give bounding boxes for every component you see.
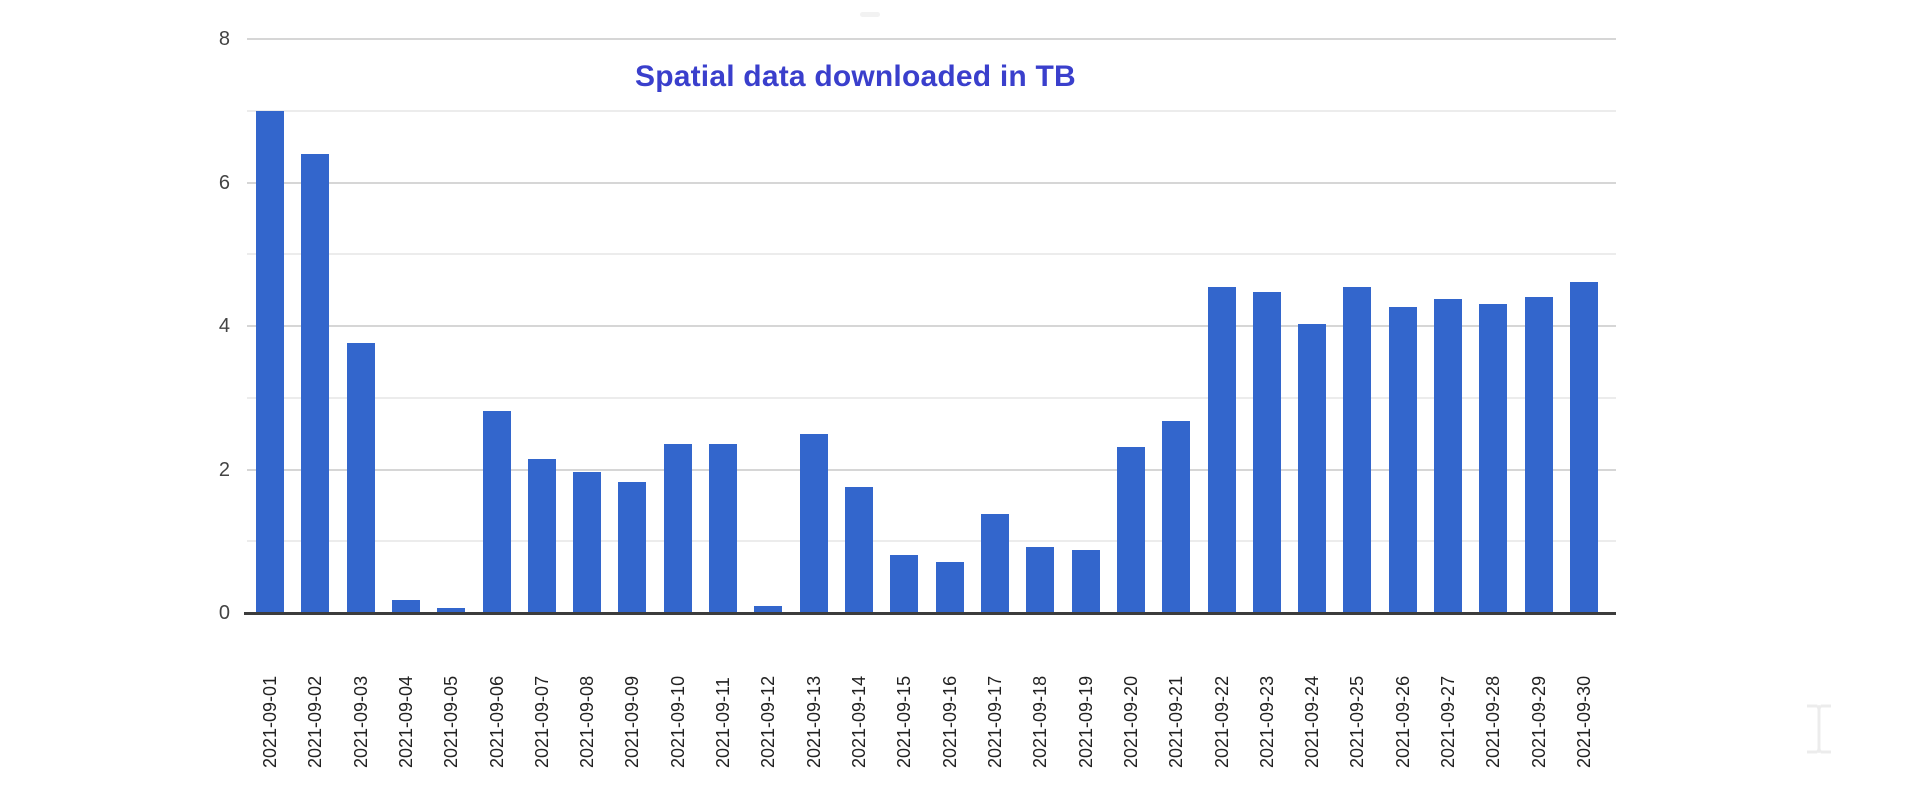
- bar-2021-09-27[interactable]: [1434, 299, 1463, 613]
- x-tick-label: 2021-09-30: [1574, 675, 1594, 768]
- bar-2021-09-14[interactable]: [845, 486, 874, 613]
- bar-2021-09-17[interactable]: [980, 513, 1009, 613]
- bar-2021-09-24[interactable]: [1298, 323, 1327, 613]
- x-tick-label: 2021-09-13: [803, 675, 824, 768]
- x-tick-label: 2021-09-07: [531, 675, 552, 768]
- bar-2021-09-25[interactable]: [1343, 286, 1372, 613]
- x-tick-label: 2021-09-01: [260, 675, 280, 768]
- x-tick-label: 2021-09-24: [1302, 675, 1323, 768]
- x-tick-label: 2021-09-15: [894, 675, 915, 768]
- bar-2021-09-16[interactable]: [935, 562, 964, 613]
- y-tick-label: 0: [218, 602, 230, 624]
- chart-title: Spatial data downloaded in TB: [635, 60, 1076, 93]
- screen-artifact: [860, 12, 880, 17]
- x-tick-label: 2021-09-28: [1483, 675, 1504, 768]
- bar-2021-09-29[interactable]: [1524, 296, 1553, 613]
- text-cursor-icon: [1807, 704, 1831, 754]
- x-tick-label: 2021-09-19: [1075, 675, 1096, 768]
- bar-2021-09-30[interactable]: [1570, 281, 1598, 613]
- x-tick-label: 2021-09-25: [1347, 675, 1368, 768]
- bar-2021-09-19[interactable]: [1071, 549, 1100, 613]
- bar-2021-09-20[interactable]: [1116, 446, 1145, 613]
- gridline-major: [247, 468, 1616, 471]
- bar-2021-09-06[interactable]: [482, 410, 511, 613]
- x-tick-label: 2021-09-26: [1392, 675, 1413, 768]
- bar-2021-09-03[interactable]: [346, 342, 375, 613]
- gridline-minor: [247, 109, 1616, 112]
- gridline-major: [247, 325, 1616, 327]
- bar-2021-09-15[interactable]: [890, 554, 919, 613]
- x-tick-label: 2021-09-17: [984, 675, 1005, 768]
- bar-2021-09-01[interactable]: [256, 110, 284, 613]
- x-tick-label: 2021-09-03: [350, 675, 371, 768]
- bar-2021-09-28[interactable]: [1479, 304, 1508, 613]
- gridline-minor: [247, 396, 1616, 399]
- x-tick-label: 2021-09-18: [1030, 675, 1051, 768]
- gridline-major: [247, 38, 1616, 40]
- x-tick-label: 2021-09-27: [1438, 675, 1459, 768]
- x-tick-label: 2021-09-04: [395, 675, 416, 768]
- x-tick-label: 2021-09-29: [1528, 675, 1549, 768]
- bar-2021-09-18[interactable]: [1026, 546, 1055, 613]
- x-tick-label: 2021-09-23: [1256, 675, 1277, 768]
- x-tick-label: 2021-09-20: [1120, 675, 1141, 768]
- x-tick-label: 2021-09-05: [441, 675, 462, 768]
- bar-2021-09-07[interactable]: [527, 458, 556, 613]
- x-tick-label: 2021-09-06: [486, 675, 507, 768]
- bar-2021-09-11[interactable]: [709, 443, 738, 613]
- gridline-major: [247, 181, 1616, 184]
- x-tick-label: 2021-09-12: [758, 675, 779, 768]
- bar-2021-09-09[interactable]: [618, 481, 647, 613]
- y-tick-label: 6: [218, 171, 230, 194]
- x-axis-baseline: [244, 612, 1616, 615]
- x-tick-label: 2021-09-22: [1211, 675, 1232, 768]
- bar-2021-09-05[interactable]: [437, 607, 466, 613]
- x-tick-label: 2021-09-09: [622, 675, 643, 768]
- x-tick-label: 2021-09-11: [713, 677, 734, 768]
- bar-2021-09-26[interactable]: [1388, 306, 1417, 613]
- bar-2021-09-21[interactable]: [1162, 420, 1191, 613]
- bar-2021-09-08[interactable]: [573, 471, 602, 613]
- x-tick-label: 2021-09-02: [305, 675, 326, 768]
- y-tick-label: 2: [218, 458, 230, 481]
- bar-2021-09-23[interactable]: [1252, 291, 1281, 613]
- y-tick-label: 4: [218, 315, 230, 337]
- x-tick-label: 2021-09-08: [577, 675, 598, 768]
- bar-2021-09-04[interactable]: [391, 600, 420, 613]
- y-tick-label: 8: [218, 28, 230, 50]
- gridline-minor: [247, 253, 1616, 256]
- gridline-minor: [247, 540, 1616, 543]
- bar-2021-09-12[interactable]: [754, 605, 783, 613]
- x-tick-label: 2021-09-14: [849, 675, 870, 768]
- bar-2021-09-22[interactable]: [1207, 286, 1236, 613]
- x-tick-label: 2021-09-16: [939, 675, 960, 768]
- x-tick-label: 2021-09-10: [667, 675, 688, 768]
- bar-2021-09-13[interactable]: [799, 433, 828, 613]
- bar-2021-09-10[interactable]: [663, 443, 692, 613]
- bar-2021-09-02[interactable]: [301, 153, 330, 613]
- x-tick-label: 2021-09-21: [1166, 675, 1187, 768]
